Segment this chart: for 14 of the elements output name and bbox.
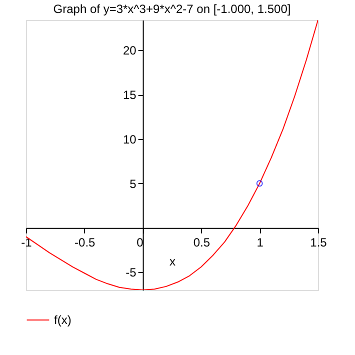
x-tick-label: 1 bbox=[256, 235, 264, 250]
x-tick-label: -1 bbox=[21, 235, 32, 250]
x-tick-label: 1.5 bbox=[310, 235, 328, 250]
chart-title: Graph of y=3*x^3+9*x^2-7 on [-1.000, 1.500] bbox=[53, 2, 291, 16]
y-tick-label: 5 bbox=[130, 176, 137, 191]
y-tick-label: 20 bbox=[122, 44, 137, 58]
x-tick-label: 0.5 bbox=[193, 235, 210, 250]
y-tick-label: 10 bbox=[122, 132, 137, 147]
y-tick-label: -5 bbox=[126, 266, 137, 280]
y-tick-label: 15 bbox=[122, 88, 137, 102]
x-axis-title: x bbox=[170, 254, 176, 268]
x-tick-label: -0.5 bbox=[74, 235, 96, 250]
legend-label: f(x) bbox=[54, 313, 72, 327]
x-tick-label: 0 bbox=[136, 235, 144, 250]
